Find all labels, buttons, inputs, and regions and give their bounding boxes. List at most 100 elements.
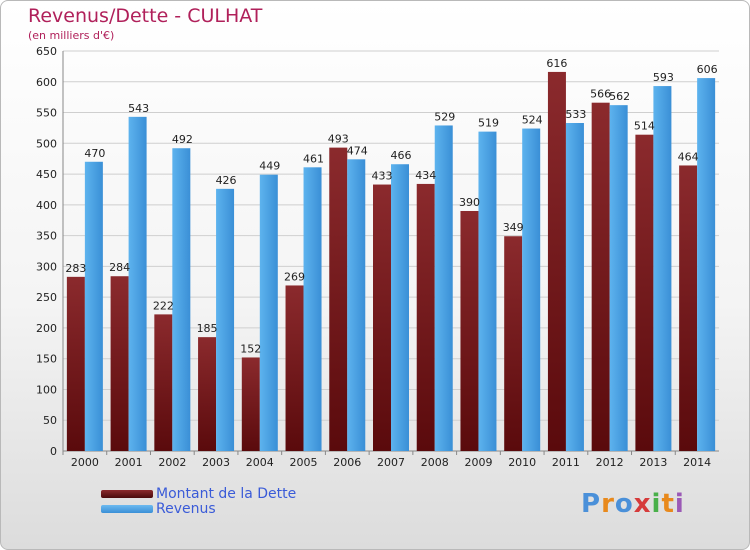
x-tick-label: 2004 <box>246 456 274 469</box>
bar-revenus <box>565 123 584 451</box>
x-tick-label: 2008 <box>421 456 449 469</box>
data-label: 283 <box>65 262 86 275</box>
x-tick-label: 2012 <box>596 456 624 469</box>
bar-dette <box>329 147 348 451</box>
legend-swatch-revenus <box>101 505 153 513</box>
data-label: 434 <box>415 169 436 182</box>
bar-revenus <box>84 161 103 451</box>
proxiti-logo: Proxiti <box>581 489 685 519</box>
data-label: 284 <box>109 261 130 274</box>
bar-dette <box>241 357 260 451</box>
data-label: 543 <box>128 102 149 115</box>
y-tick-label: 100 <box>36 383 57 396</box>
x-tick-label: 2013 <box>639 456 667 469</box>
y-tick-label: 150 <box>36 353 57 366</box>
x-tick-label: 2009 <box>464 456 492 469</box>
data-label: 616 <box>546 57 567 70</box>
chart-title: Revenus/Dette - CULHAT <box>28 5 263 27</box>
bar-dette <box>416 183 435 451</box>
bar-revenus <box>434 125 453 451</box>
bar-revenus <box>172 148 191 451</box>
data-label: 519 <box>478 117 499 130</box>
x-tick-label: 2002 <box>158 456 186 469</box>
x-tick-label: 2007 <box>377 456 405 469</box>
logo-letter: x <box>633 489 652 519</box>
y-tick-label: 600 <box>36 76 57 89</box>
y-tick-label: 650 <box>36 45 57 58</box>
bar-dette <box>154 314 173 451</box>
bar-dette <box>504 236 523 451</box>
bar-dette <box>285 285 304 451</box>
bar-dette <box>110 276 129 451</box>
logo-letter: r <box>601 489 615 519</box>
y-tick-label: 0 <box>50 445 57 458</box>
logo-letter: o <box>614 489 634 519</box>
data-label: 449 <box>259 160 280 173</box>
data-label: 349 <box>503 221 524 234</box>
data-label: 185 <box>197 322 218 335</box>
bar-dette <box>373 184 391 452</box>
data-label: 493 <box>328 133 349 146</box>
data-label: 514 <box>634 120 655 133</box>
data-label: 390 <box>459 196 480 209</box>
data-label: 466 <box>391 149 412 162</box>
bar-revenus <box>609 105 628 452</box>
data-label: 593 <box>653 71 674 84</box>
data-label: 470 <box>84 147 105 160</box>
data-label: 426 <box>216 174 237 187</box>
data-label: 464 <box>678 150 699 163</box>
legend-swatch-dette <box>101 490 153 498</box>
bar-revenus <box>391 164 409 451</box>
bar-dette <box>460 211 479 451</box>
legend-label-revenus: Revenus <box>156 501 216 517</box>
bar-revenus <box>259 174 278 451</box>
data-label: 562 <box>609 90 630 103</box>
bar-revenus <box>522 128 541 451</box>
data-label: 529 <box>434 110 455 123</box>
bar-revenus <box>347 159 366 452</box>
bar-dette <box>66 276 85 451</box>
legend-label-dette: Montant de la Dette <box>156 486 297 502</box>
x-tick-label: 2014 <box>683 456 711 469</box>
x-tick-label: 2003 <box>202 456 230 469</box>
data-label: 474 <box>347 144 368 157</box>
bar-revenus <box>697 78 716 452</box>
data-label: 533 <box>565 108 586 121</box>
data-label: 433 <box>372 170 393 183</box>
data-label: 461 <box>303 152 324 165</box>
data-label: 524 <box>522 114 543 127</box>
bar-dette <box>547 71 566 451</box>
bar-dette <box>679 165 698 451</box>
chart-subtitle: (en milliers d'€) <box>28 29 115 42</box>
bar-dette <box>591 102 610 451</box>
y-tick-label: 500 <box>36 137 57 150</box>
data-label: 222 <box>153 299 174 312</box>
logo-letter: P <box>581 489 602 519</box>
x-tick-label: 2011 <box>552 456 580 469</box>
y-tick-label: 450 <box>36 168 57 181</box>
x-tick-label: 2001 <box>115 456 143 469</box>
data-label: 566 <box>590 88 611 101</box>
bar-revenus <box>216 188 235 451</box>
data-label: 152 <box>240 342 261 355</box>
logo-letter: t <box>661 489 675 519</box>
bar-revenus <box>653 86 672 452</box>
x-tick-label: 2006 <box>333 456 361 469</box>
y-tick-label: 200 <box>36 322 57 335</box>
y-tick-label: 50 <box>43 414 57 427</box>
data-label: 606 <box>697 63 718 76</box>
data-label: 492 <box>172 133 193 146</box>
y-tick-label: 300 <box>36 260 57 273</box>
data-label: 269 <box>284 270 305 283</box>
x-tick-label: 2000 <box>71 456 99 469</box>
bar-revenus <box>128 116 147 451</box>
bar-dette <box>635 134 654 451</box>
logo-letter: i <box>674 489 685 519</box>
x-tick-label: 2005 <box>290 456 318 469</box>
y-tick-label: 350 <box>36 230 57 243</box>
logo-letter: i <box>651 489 662 519</box>
bar-dette <box>198 337 217 451</box>
y-tick-label: 400 <box>36 199 57 212</box>
